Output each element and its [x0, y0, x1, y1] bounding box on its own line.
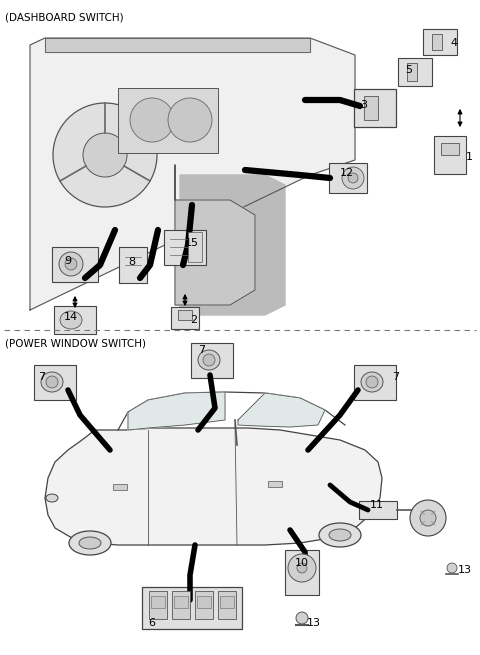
Bar [197, 596, 211, 608]
Bar [188, 232, 202, 262]
Text: (DASHBOARD SWITCH): (DASHBOARD SWITCH) [5, 12, 124, 22]
Bar [119, 247, 147, 283]
Polygon shape [45, 428, 382, 545]
Text: 13: 13 [307, 618, 321, 628]
Bar [434, 136, 466, 174]
Circle shape [348, 173, 358, 183]
Bar [220, 596, 234, 608]
Text: 14: 14 [64, 312, 78, 322]
Bar [329, 163, 367, 193]
Circle shape [65, 258, 77, 270]
Circle shape [288, 554, 316, 582]
Text: 13: 13 [458, 565, 472, 575]
Circle shape [342, 167, 364, 189]
Ellipse shape [198, 350, 220, 370]
Ellipse shape [60, 311, 82, 329]
Bar [142, 587, 242, 629]
Circle shape [297, 563, 307, 573]
Bar [172, 591, 190, 619]
Text: 7: 7 [392, 372, 399, 382]
Ellipse shape [46, 494, 58, 502]
Polygon shape [175, 165, 255, 305]
Bar [268, 481, 282, 487]
Text: 7: 7 [198, 345, 205, 355]
Polygon shape [180, 175, 285, 315]
Bar [164, 229, 206, 265]
Polygon shape [30, 38, 355, 310]
Text: 11: 11 [370, 500, 384, 510]
Bar [54, 306, 96, 334]
Circle shape [83, 133, 127, 177]
Text: 8: 8 [128, 257, 135, 267]
Circle shape [168, 98, 212, 142]
Text: 12: 12 [340, 168, 354, 178]
Ellipse shape [79, 537, 101, 549]
Text: 7: 7 [38, 372, 45, 382]
Text: 3: 3 [360, 100, 367, 110]
Text: 1: 1 [466, 152, 473, 162]
Circle shape [447, 563, 457, 573]
Circle shape [296, 612, 308, 624]
Polygon shape [128, 392, 225, 430]
Bar [118, 88, 218, 153]
Bar [364, 96, 378, 120]
Bar [359, 501, 397, 519]
Polygon shape [45, 38, 310, 52]
Bar [171, 307, 199, 329]
Circle shape [130, 98, 174, 142]
Bar [178, 310, 192, 320]
Bar [432, 34, 442, 50]
Text: 5: 5 [405, 65, 412, 75]
Ellipse shape [59, 252, 83, 276]
Bar [398, 58, 432, 86]
Bar [407, 63, 417, 81]
Ellipse shape [329, 529, 351, 541]
Circle shape [46, 376, 58, 388]
Text: 2: 2 [190, 315, 197, 325]
Text: 4: 4 [450, 38, 457, 48]
Ellipse shape [361, 372, 383, 392]
Bar [195, 591, 213, 619]
Bar [151, 596, 165, 608]
Polygon shape [238, 393, 325, 427]
Circle shape [410, 500, 446, 536]
Bar [191, 343, 233, 377]
Bar [52, 246, 98, 282]
Bar [149, 591, 167, 619]
Text: (POWER WINDOW SWITCH): (POWER WINDOW SWITCH) [5, 338, 146, 348]
Ellipse shape [69, 531, 111, 555]
Text: 10: 10 [295, 558, 309, 568]
Bar [113, 484, 127, 490]
Bar [354, 89, 396, 127]
Bar [34, 364, 76, 400]
Ellipse shape [41, 372, 63, 392]
Bar [441, 143, 459, 155]
Bar [423, 29, 457, 55]
Ellipse shape [319, 523, 361, 547]
Bar [354, 364, 396, 400]
Text: 15: 15 [185, 238, 199, 248]
Circle shape [420, 510, 436, 526]
Circle shape [366, 376, 378, 388]
Circle shape [53, 103, 157, 207]
Text: 6: 6 [148, 618, 155, 628]
Bar [218, 591, 236, 619]
Text: 9: 9 [64, 256, 71, 266]
Circle shape [203, 354, 215, 366]
Bar [174, 596, 188, 608]
Bar [285, 550, 319, 595]
